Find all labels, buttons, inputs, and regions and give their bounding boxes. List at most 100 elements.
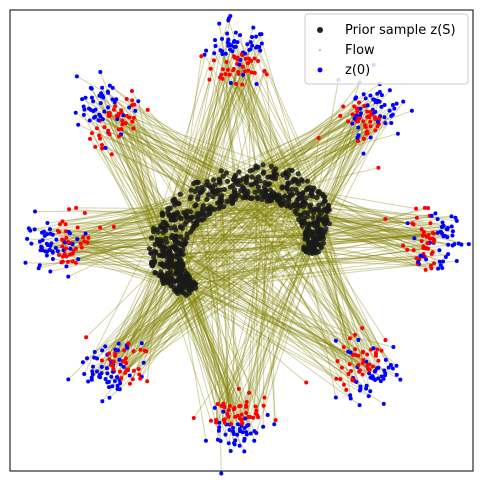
start-point-blue <box>451 244 455 248</box>
start-point-blue <box>25 237 29 241</box>
start-point-red <box>226 68 230 72</box>
start-point-blue <box>382 115 386 119</box>
start-point-red <box>108 132 112 136</box>
start-point-blue <box>401 100 405 104</box>
start-point-red <box>237 387 241 391</box>
prior-point <box>164 276 169 281</box>
start-point-red <box>199 54 203 58</box>
start-point-red <box>367 363 371 367</box>
prior-point <box>232 174 237 179</box>
start-point-red <box>130 98 134 102</box>
start-point-blue <box>107 380 111 384</box>
start-point-blue <box>234 31 238 35</box>
start-point-blue <box>384 358 388 362</box>
prior-point <box>160 253 165 258</box>
start-point-red <box>254 412 258 416</box>
start-point-red <box>71 252 75 256</box>
start-point-blue <box>375 100 379 104</box>
start-point-blue <box>105 366 109 370</box>
start-point-blue <box>103 344 107 348</box>
prior-point <box>319 229 324 234</box>
start-point-red <box>113 104 117 108</box>
start-point-red <box>425 241 429 245</box>
start-point-red <box>145 379 149 383</box>
start-point-blue <box>252 429 256 433</box>
start-point-red <box>223 421 227 425</box>
start-point-red <box>262 404 266 408</box>
start-point-blue <box>229 449 233 453</box>
prior-point <box>160 278 165 283</box>
start-point-blue <box>90 376 94 380</box>
start-point-blue <box>352 117 356 121</box>
start-point-blue <box>260 41 264 45</box>
start-point-red <box>64 247 68 251</box>
start-point-blue <box>54 246 58 250</box>
start-point-blue <box>113 100 117 104</box>
start-point-red <box>253 71 257 75</box>
start-point-red <box>432 240 436 244</box>
start-point-blue <box>226 18 230 22</box>
start-point-red <box>124 356 128 360</box>
start-point-red <box>424 268 428 272</box>
start-point-blue <box>221 410 225 414</box>
start-point-blue <box>45 254 49 258</box>
start-point-blue <box>380 93 384 97</box>
prior-point <box>254 194 259 199</box>
start-point-blue <box>45 232 49 236</box>
start-point-blue <box>250 44 254 48</box>
start-point-blue <box>375 92 379 96</box>
prior-point <box>248 182 253 187</box>
prior-point <box>178 234 183 239</box>
start-point-red <box>125 97 129 101</box>
prior-point <box>160 261 165 266</box>
start-point-blue <box>439 263 443 267</box>
prior-point <box>264 194 269 199</box>
prior-point <box>192 203 197 208</box>
start-point-blue <box>391 366 395 370</box>
start-point-blue <box>68 231 72 235</box>
prior-point <box>193 189 198 194</box>
start-point-red <box>348 336 352 340</box>
prior-point <box>293 187 298 192</box>
start-point-red <box>368 367 372 371</box>
start-point-red <box>254 405 258 409</box>
start-point-blue <box>252 439 256 443</box>
start-point-red <box>253 57 257 61</box>
start-point-red <box>244 405 248 409</box>
start-point-red <box>124 121 128 125</box>
start-point-blue <box>249 40 253 44</box>
prior-point <box>323 220 328 225</box>
legend-label-prior: Prior sample z(S) <box>345 23 456 38</box>
start-point-blue <box>99 91 103 95</box>
prior-point <box>171 217 176 222</box>
start-point-blue <box>446 243 450 247</box>
start-point-red <box>424 246 428 250</box>
start-point-blue <box>97 113 101 117</box>
start-point-blue <box>367 371 371 375</box>
start-point-red <box>373 128 377 132</box>
prior-point <box>182 268 187 273</box>
start-point-blue <box>217 425 221 429</box>
start-point-blue <box>63 240 67 244</box>
prior-point <box>248 196 253 201</box>
start-point-blue <box>226 37 230 41</box>
prior-point <box>160 272 165 277</box>
start-point-blue <box>213 38 217 42</box>
start-point-red <box>58 222 62 226</box>
start-point-red <box>118 370 122 374</box>
start-point-red <box>241 65 245 69</box>
start-point-blue <box>217 429 221 433</box>
start-point-blue <box>117 358 121 362</box>
start-point-blue <box>107 396 111 400</box>
start-point-blue <box>51 257 55 261</box>
start-point-red <box>238 404 242 408</box>
start-point-blue <box>245 42 249 46</box>
prior-point <box>188 287 193 292</box>
prior-point <box>188 209 193 214</box>
prior-point <box>286 181 291 186</box>
start-point-red <box>233 406 237 410</box>
start-point-blue <box>113 379 117 383</box>
prior-point <box>166 265 171 270</box>
start-point-blue <box>354 380 358 384</box>
start-point-blue <box>231 426 235 430</box>
